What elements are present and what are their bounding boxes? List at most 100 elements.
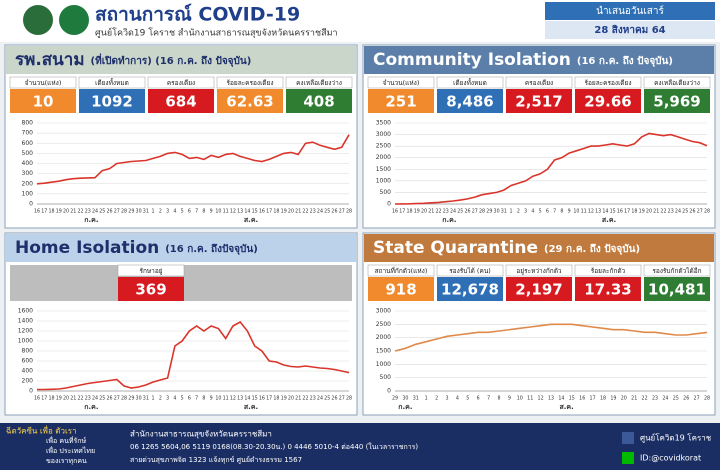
x-tick-label: 15: [252, 209, 258, 215]
x-tick-label: 21: [428, 209, 434, 215]
x-tick-label: 23: [652, 396, 658, 402]
x-tick-label: 9: [210, 396, 213, 402]
x-tick-label: 17: [41, 396, 47, 402]
day-box: [545, 2, 715, 20]
x-tick-label: 11: [527, 396, 533, 402]
footer-vaccine: ฉีดวัคซีน เพื่อ ตัวเรา: [6, 425, 77, 436]
day: นำเสนอวันเสาร์: [596, 5, 664, 17]
x-tick-label: 20: [288, 396, 294, 402]
x-tick-label: 7: [487, 396, 490, 402]
x-tick-label: 16: [34, 396, 40, 402]
x-tick-label: 20: [63, 209, 69, 215]
x-tick-label: 26: [107, 396, 113, 402]
stat-label: คงเหลือเตียงว่าง: [654, 79, 700, 87]
stat-value: 10,481: [648, 281, 706, 299]
stat-label-box: [505, 76, 573, 89]
stat-value-box: [368, 89, 434, 113]
x-tick-label: 29: [486, 209, 492, 215]
x-tick-label: 4: [531, 209, 534, 215]
x-tick-label: 4: [173, 396, 176, 402]
stat-value: 2,517: [515, 93, 562, 111]
x-tick-label: 31: [143, 396, 149, 402]
stat-label-box: [643, 76, 711, 89]
footer-bar: [0, 423, 720, 470]
y-tick-label: 500: [380, 189, 392, 196]
stat-label: ร้อยละครองเตียง: [584, 79, 631, 87]
x-tick-label: 22: [77, 209, 83, 215]
stat-value-box: [575, 277, 641, 301]
x-tick-label: 6: [477, 396, 480, 402]
x-tick-label: 16: [259, 396, 265, 402]
x-tick-label: 25: [682, 209, 688, 215]
stat-value: 12,678: [441, 281, 499, 299]
x-tick-label: 9: [508, 396, 511, 402]
x-tick-label: 3: [445, 396, 448, 402]
x-tick-label: 27: [339, 396, 345, 402]
stat-value: 684: [165, 93, 196, 111]
x-tick-label: 23: [85, 396, 91, 402]
x-tick-label: 21: [653, 209, 659, 215]
stat-label-box: [117, 264, 185, 277]
stat-label: รองรับได้ (คน): [449, 267, 491, 275]
x-tick-label: 19: [56, 209, 62, 215]
y-tick-label: 400: [22, 160, 34, 167]
stat-value-box: [506, 277, 572, 301]
x-tick-label: 16: [34, 209, 40, 215]
stat-value-box: [10, 89, 76, 113]
x-tick-label: 26: [331, 209, 337, 215]
x-tick-label: 24: [317, 396, 323, 402]
stat-value: 1092: [91, 93, 133, 111]
x-tick-label: 19: [610, 396, 616, 402]
stat-label-box: [436, 76, 504, 89]
x-tick-label: 7: [195, 396, 198, 402]
x-tick-label: 26: [465, 209, 471, 215]
x-tick-label: 23: [310, 396, 316, 402]
stat-label: รักษาอยู่: [139, 267, 162, 275]
x-tick-label: 20: [621, 396, 627, 402]
x-tick-label: 30: [136, 209, 142, 215]
stat-label: ร้อยละครองเตียง: [226, 79, 273, 87]
x-tick-label: 10: [517, 396, 523, 402]
stat-label: ร้อยละกักตัว: [591, 267, 626, 275]
x-tick-label: 22: [642, 396, 648, 402]
x-tick-label: 13: [548, 396, 554, 402]
x-tick-label: 31: [501, 209, 507, 215]
x-tick-label: 29: [128, 396, 134, 402]
month-label: ส.ค.: [244, 216, 258, 224]
x-tick-label: 25: [673, 396, 679, 402]
x-tick-label: 28: [479, 209, 485, 215]
x-tick-label: 5: [181, 209, 184, 215]
stat-value: 10: [33, 93, 54, 111]
x-tick-label: 30: [136, 396, 142, 402]
x-tick-label: 14: [558, 396, 564, 402]
x-tick-label: 11: [581, 209, 587, 215]
data-line: [394, 323, 708, 352]
month-label: ก.ค.: [442, 216, 456, 224]
x-tick-label: 19: [281, 396, 287, 402]
stat-label-box: [78, 76, 146, 89]
y-tick-label: 700: [22, 130, 34, 137]
data-line: [36, 134, 350, 185]
footer-office: สำนักงานสาธารณสุขจังหวัดนครราชสีมา: [130, 430, 272, 439]
x-tick-label: 18: [406, 209, 412, 215]
x-tick-label: 25: [324, 209, 330, 215]
y-tick-label: 1500: [376, 166, 391, 173]
x-tick-label: 18: [600, 396, 606, 402]
stat-label: เตียงทั้งหมด: [95, 78, 129, 87]
x-tick-label: 31: [413, 396, 419, 402]
x-tick-label: 1: [510, 209, 513, 215]
x-tick-label: 15: [569, 396, 575, 402]
panel: [362, 232, 716, 416]
x-tick-label: 25: [99, 396, 105, 402]
stat-label: อยู่ระหว่างกักตัว: [516, 267, 562, 275]
x-tick-label: 27: [472, 209, 478, 215]
y-tick-label: 2500: [376, 321, 391, 328]
x-tick-label: 8: [202, 209, 205, 215]
y-tick-label: 800: [22, 120, 34, 127]
x-tick-label: 1: [152, 209, 155, 215]
stat-label-box: [367, 264, 435, 277]
x-tick-label: 17: [624, 209, 630, 215]
page-subtitle: ศูนย์โควิด19 โคราช สำนักงานสาธารณสุขจังห…: [95, 27, 338, 39]
x-tick-label: 7: [195, 209, 198, 215]
x-tick-label: 6: [188, 209, 191, 215]
